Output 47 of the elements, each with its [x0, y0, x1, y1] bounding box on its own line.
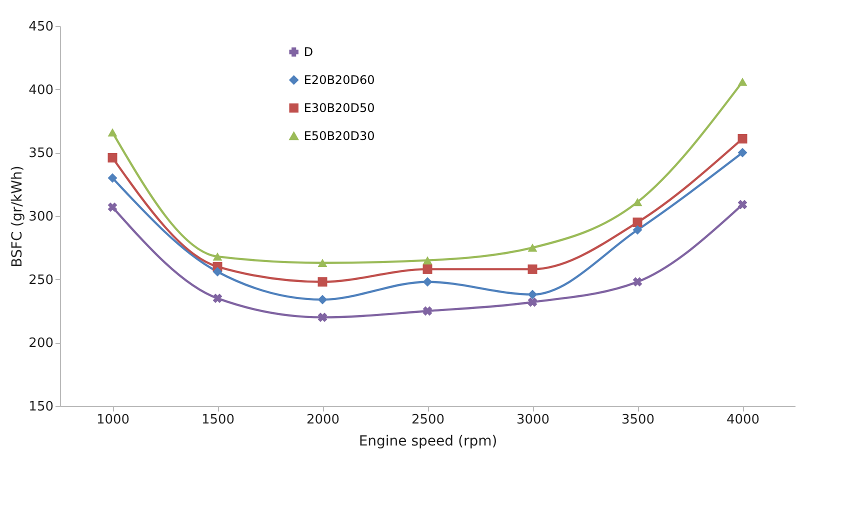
point [632, 225, 642, 235]
point [528, 264, 538, 274]
point [632, 277, 642, 287]
point [212, 252, 222, 261]
y-tick-label: 450 [28, 20, 54, 34]
point [318, 294, 328, 304]
legend-label: E50B20D30 [304, 129, 375, 143]
y-tick-label: 400 [28, 82, 54, 98]
point [528, 244, 538, 252]
point [108, 128, 118, 137]
point [108, 202, 118, 212]
x-tick-label: 2000 [306, 412, 340, 428]
point [422, 306, 432, 316]
point [528, 297, 538, 307]
point [318, 277, 328, 287]
x-tick-label: 4000 [726, 412, 760, 428]
y-tick-label: 200 [28, 336, 54, 352]
x-tick-label: 1500 [201, 412, 235, 428]
point [528, 290, 538, 300]
point [212, 294, 222, 304]
point [738, 200, 748, 210]
point [108, 173, 118, 183]
point [738, 78, 748, 86]
x-tick-label: 2500 [411, 412, 445, 428]
point [212, 266, 222, 276]
x-tick-label: 3000 [516, 412, 550, 428]
point [632, 218, 642, 228]
point [738, 134, 748, 144]
point [632, 198, 642, 206]
y-tick-label: 250 [28, 272, 54, 288]
point [108, 152, 118, 162]
legend-label: E20B20D60 [304, 73, 375, 87]
point [422, 277, 432, 287]
y-tick-label: 350 [28, 146, 54, 162]
x-tick-label: 1000 [96, 412, 130, 428]
y-tick-label: 300 [28, 210, 54, 224]
y-tick-label: 150 [28, 400, 54, 414]
x-tick-label: 3500 [621, 412, 655, 428]
point [422, 264, 432, 274]
legend-label: D [304, 45, 314, 59]
legend-label: E30B20D50 [304, 101, 375, 115]
point [422, 256, 432, 264]
x-axis-title: Engine speed (rpm) [358, 434, 498, 450]
point [318, 258, 328, 267]
point [318, 312, 328, 322]
point [738, 148, 748, 158]
y-axis-title: BSFC (gr/kWh) [10, 166, 26, 268]
